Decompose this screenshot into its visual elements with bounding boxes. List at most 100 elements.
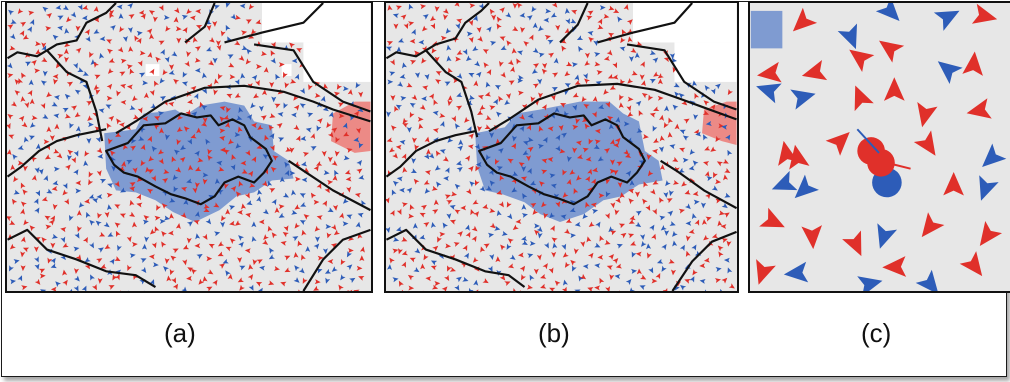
red-agent-icon	[353, 110, 360, 118]
red-agent-icon	[238, 180, 244, 188]
red-agent-icon	[181, 186, 188, 192]
red-agent-icon	[572, 124, 579, 130]
blue-agent-icon	[127, 26, 133, 33]
blue-agent-icon	[392, 180, 399, 187]
red-agent-icon	[512, 224, 519, 231]
red-agent-icon	[129, 186, 136, 192]
blue-agent-icon	[230, 164, 236, 171]
blue-agent-icon	[567, 155, 572, 162]
blue-agent-icon	[684, 203, 691, 210]
red-agent-icon	[116, 90, 122, 97]
blue-agent-icon	[17, 275, 23, 282]
blue-agent-icon	[396, 226, 403, 232]
blue-agent-icon	[107, 183, 114, 188]
red-agent-icon	[467, 144, 474, 150]
red-agent-icon	[229, 220, 236, 226]
red-agent-icon	[403, 22, 409, 30]
red-agent-icon	[569, 169, 576, 175]
red-agent-icon	[217, 241, 225, 247]
red-agent-icon	[110, 150, 116, 157]
red-agent-icon	[9, 243, 16, 250]
red-agent-icon	[672, 179, 679, 185]
red-agent-icon	[47, 257, 53, 264]
red-agent-icon	[173, 7, 180, 14]
red-agent-icon	[518, 114, 525, 120]
blue-agent-icon	[163, 266, 169, 272]
red-agent-icon	[563, 228, 571, 234]
red-agent-icon	[541, 201, 547, 208]
red-agent-icon	[176, 37, 182, 44]
red-agent-icon	[147, 52, 153, 59]
blue-agent-icon	[534, 223, 540, 229]
blue-agent-icon	[292, 236, 299, 242]
red-agent-icon	[551, 72, 559, 78]
blue-agent-icon	[631, 268, 638, 274]
red-agent-icon	[917, 102, 938, 128]
blue-agent-icon	[464, 224, 470, 231]
red-agent-icon	[584, 52, 590, 59]
blue-agent-icon	[526, 15, 533, 21]
blue-agent-icon	[136, 30, 143, 36]
blue-agent-icon	[466, 55, 472, 62]
blue-agent-icon	[107, 231, 114, 237]
blue-agent-icon	[511, 171, 519, 176]
red-agent-icon	[74, 111, 81, 118]
red-agent-icon	[21, 285, 28, 291]
red-agent-icon	[629, 215, 636, 221]
red-agent-icon	[270, 50, 276, 57]
red-agent-icon	[512, 3, 518, 9]
blue-agent-icon	[96, 194, 103, 199]
red-agent-icon	[228, 62, 235, 68]
blue-agent-icon	[877, 223, 898, 249]
red-agent-icon	[434, 281, 441, 287]
red-agent-icon	[337, 102, 344, 108]
red-agent-icon	[408, 21, 415, 27]
blue-agent-icon	[271, 96, 277, 103]
red-agent-icon	[639, 74, 645, 81]
blue-agent-icon	[652, 125, 658, 132]
red-agent-icon	[627, 96, 634, 102]
blue-agent-icon	[594, 242, 601, 248]
red-agent-icon	[610, 202, 616, 209]
red-agent-icon	[692, 191, 699, 197]
blue-agent-icon	[57, 25, 64, 31]
boundary-line	[224, 3, 324, 44]
red-agent-icon	[609, 139, 615, 146]
blue-agent-icon	[51, 101, 58, 107]
blue-agent-icon	[549, 173, 556, 179]
blue-region	[475, 101, 663, 222]
red-agent-icon	[140, 144, 146, 151]
red-agent-icon	[627, 111, 634, 117]
red-agent-icon	[46, 126, 52, 133]
red-agent-icon	[131, 241, 138, 248]
red-agent-icon	[106, 192, 113, 198]
blue-agent-icon	[640, 240, 647, 247]
blue-agent-icon	[531, 6, 537, 13]
red-agent-icon	[425, 276, 432, 282]
blue-agent-icon	[313, 243, 320, 250]
red-agent-icon	[151, 242, 157, 249]
blue-agent-icon	[474, 143, 481, 150]
blue-agent-icon	[181, 286, 187, 291]
red-agent-icon	[169, 213, 175, 219]
blue-agent-icon	[105, 104, 112, 110]
red-agent-icon	[255, 79, 260, 87]
red-agent-icon	[630, 240, 637, 246]
red-agent-icon	[293, 104, 300, 111]
red-agent-icon	[726, 240, 732, 247]
blue-agent-icon	[512, 135, 518, 142]
red-agent-icon	[35, 41, 41, 47]
blue-agent-icon	[73, 62, 78, 69]
blue-agent-icon	[202, 172, 209, 178]
red-agent-icon	[509, 66, 515, 73]
red-agent-icon	[255, 19, 262, 25]
blue-agent-icon	[355, 221, 361, 228]
red-agent-icon	[716, 161, 724, 167]
blue-agent-icon	[631, 251, 637, 258]
blue-cell	[750, 10, 783, 49]
red-agent-icon	[245, 212, 252, 218]
blue-agent-icon	[186, 178, 193, 184]
red-agent-icon	[261, 89, 267, 96]
red-agent-icon	[19, 30, 25, 37]
blue-agent-icon	[291, 112, 297, 118]
